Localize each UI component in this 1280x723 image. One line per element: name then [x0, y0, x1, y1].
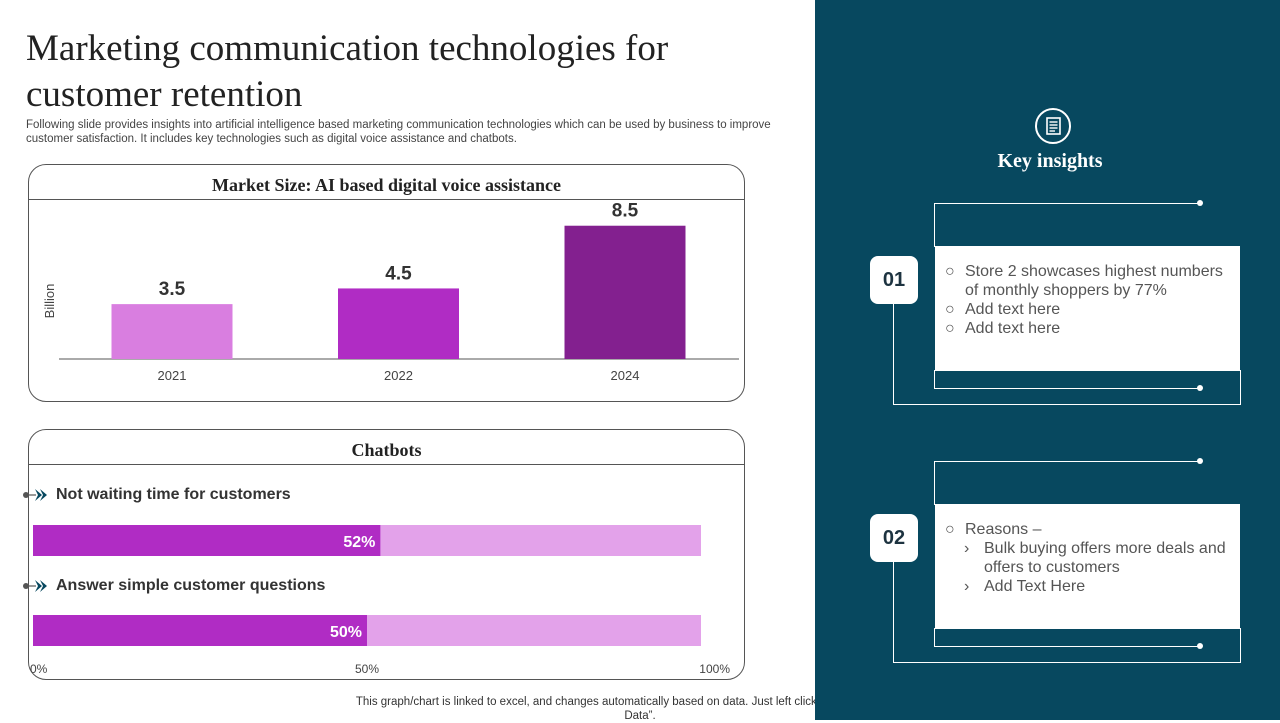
insight-bullet: ○ Add text here	[945, 301, 1061, 318]
key-insights-panel: Key insights 01 ○ Store 2 showcases highe…	[815, 0, 1280, 720]
x-tick-label-2024: 2024	[611, 368, 640, 383]
voice-assistance-chart-title: Market Size: AI based digital voice assi…	[29, 165, 744, 200]
connector-line	[934, 461, 935, 505]
bar-value-2	[33, 615, 367, 646]
connector-line	[1240, 370, 1241, 405]
x-tick-label-0: 0%	[30, 662, 48, 676]
connector-line	[934, 628, 935, 647]
insight-card-02: ○ Reasons – › Bulk buying offers more deal…	[935, 504, 1240, 629]
insight-card-01: ○ Store 2 showcases highest numbers of mo…	[935, 246, 1240, 371]
insight-bullet: ○ Reasons –	[945, 521, 1042, 538]
document-icon	[1035, 108, 1071, 144]
x-tick-label-100: 100%	[699, 662, 730, 676]
connector-dot	[1197, 385, 1203, 391]
data-label-2021: 3.5	[159, 279, 186, 300]
x-tick-label-50: 50%	[355, 662, 379, 676]
voice-assistance-chart-panel: Market Size: AI based digital voice assi…	[28, 164, 745, 402]
bar-2024	[564, 225, 686, 359]
connector-dot	[1197, 200, 1203, 206]
chevron-shape	[40, 489, 47, 501]
connector-line	[934, 646, 1200, 647]
connector-line	[934, 203, 935, 247]
connector-dot	[1197, 458, 1203, 464]
chevron-shape	[40, 580, 47, 592]
chevron-right-icon	[23, 580, 47, 592]
chatbots-chart-title: Chatbots	[29, 430, 744, 465]
bar-2022	[338, 288, 459, 359]
connector-line	[893, 404, 1241, 405]
insight-sub-bullet: › Add Text Here	[964, 578, 1086, 595]
x-tick-label-2022: 2022	[384, 368, 413, 383]
y-axis-label: Billion	[42, 284, 57, 319]
data-label-2: 50%	[330, 624, 362, 641]
chevron-shape	[35, 489, 42, 501]
chatbots-chart: 52% 50% 0% 50% 100%	[30, 525, 730, 676]
chevron-right-icon	[23, 489, 47, 501]
category-label-2: Answer simple customer questions	[56, 577, 326, 594]
insight-bullet: ○ Add text here	[945, 320, 1061, 337]
chatbots-chart-panel: Chatbots 52% 50% 0% 50% 100%	[28, 429, 745, 680]
connector-line	[934, 203, 1200, 204]
insight-sub-bullet: › Bulk buying offers more deals and offer…	[964, 540, 1226, 576]
connector-line	[893, 558, 894, 663]
insight-number-02: 02	[870, 514, 918, 562]
connector-line	[893, 662, 1241, 663]
data-label-1: 52%	[343, 534, 375, 551]
footer-note: This graph/chart is linked to excel, and…	[355, 696, 925, 722]
category-label-1: Not waiting time for customers	[56, 486, 291, 503]
connector-line	[934, 388, 1200, 389]
connector-line	[1240, 628, 1241, 663]
connector-line	[893, 300, 894, 405]
insight-number-01: 01	[870, 256, 918, 304]
data-label-2024: 8.5	[612, 201, 639, 222]
x-tick-label-2021: 2021	[158, 368, 187, 383]
connector-dot	[1197, 643, 1203, 649]
data-label-2022: 4.5	[385, 263, 412, 284]
connector-line	[934, 370, 935, 389]
page-title: Marketing communication technologies for…	[26, 28, 669, 115]
voice-assistance-chart: Billion 3.5 2021 4.5 2022 8.5 2024	[42, 201, 739, 383]
insight-bullet: ○ Store 2 showcases highest numbers of mo…	[945, 263, 1223, 299]
bar-2021	[111, 304, 233, 359]
connector-line	[934, 461, 1200, 462]
chevron-shape	[35, 580, 42, 592]
page-subtitle: Following slide provides insights into a…	[26, 119, 771, 145]
bar-value-1	[33, 525, 381, 556]
key-insights-heading: Key insights	[997, 150, 1103, 172]
